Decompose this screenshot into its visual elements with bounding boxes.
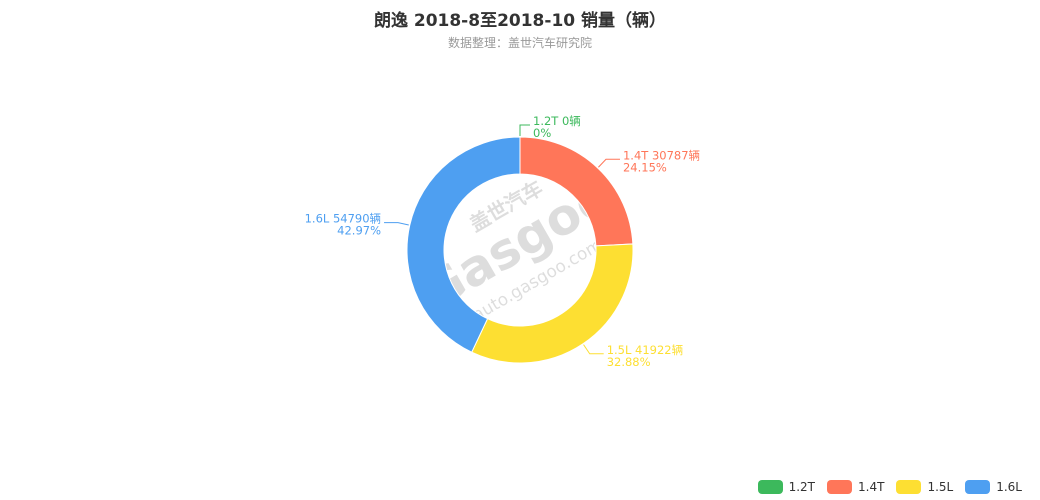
slice-percent-1-5l: 32.88%: [607, 355, 651, 369]
leader-line-1-2t: [519, 124, 530, 136]
leader-line-1-6l: [384, 222, 409, 226]
slice-percent-1-6l: 42.97%: [337, 224, 381, 238]
legend-label-1-6l: 1.6L: [996, 480, 1022, 494]
chart-title: 朗逸 2018-8至2018-10 销量（辆）: [373, 11, 667, 31]
legend-swatch-1-5l: [896, 480, 922, 494]
legend-swatch-1-6l: [965, 480, 991, 494]
legend-item-1-5l[interactable]: 1.5L: [896, 480, 953, 494]
leader-line-1-5l: [583, 344, 604, 355]
legend-item-1-4t[interactable]: 1.4T: [827, 480, 884, 494]
slice-percent-1-2t: 0%: [533, 126, 551, 140]
leader-line-1-4t: [598, 158, 620, 168]
legend-label-1-5l: 1.5L: [927, 480, 954, 494]
chart-legend: 1.2T 1.4T 1.5L 1.6L: [757, 480, 1022, 494]
chart-subtitle: 数据整理：盖世汽车研究院: [447, 36, 592, 50]
legend-swatch-1-2t: [757, 480, 783, 494]
legend-swatch-1-4t: [827, 480, 853, 494]
slice-label-1-4t: 1.4T 30787辆: [623, 148, 700, 162]
slice-label-1-2t: 1.2T 0辆: [533, 114, 581, 128]
slice-1-5l[interactable]: [471, 243, 634, 364]
slice-label-1-6l: 1.6L 54790辆: [305, 212, 381, 226]
slice-1-6l[interactable]: [406, 136, 521, 353]
legend-item-1-2t[interactable]: 1.2T: [757, 480, 816, 494]
slice-percent-1-4t: 24.15%: [623, 160, 667, 174]
legend-label-1-4t: 1.4T: [858, 480, 885, 494]
legend-label-1-2t: 1.2T: [788, 480, 816, 494]
legend-item-1-6l[interactable]: 1.6L: [965, 480, 1022, 494]
slice-label-1-5l: 1.5L 41922辆: [607, 343, 683, 357]
